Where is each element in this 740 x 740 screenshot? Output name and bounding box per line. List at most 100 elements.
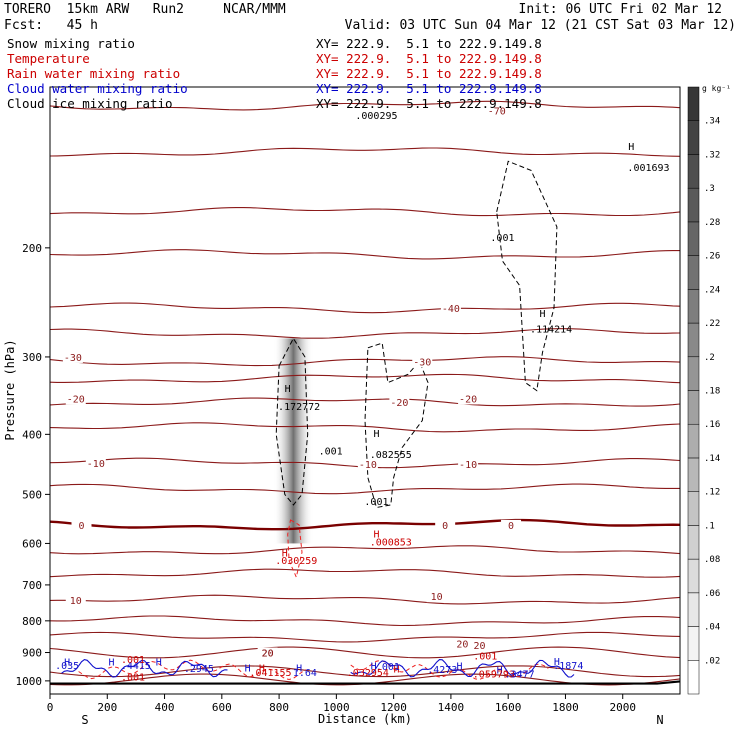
isotherm-label-bg bbox=[65, 594, 86, 606]
isotherm-line bbox=[50, 665, 680, 678]
isotherm-line bbox=[50, 373, 680, 384]
colorbar-cell bbox=[687, 423, 700, 459]
colorbar-cell bbox=[687, 322, 700, 358]
header-init-line: Init: 06 UTC Fri 02 Mar 12 bbox=[518, 2, 723, 17]
rain-contour bbox=[287, 519, 303, 579]
isotherm-label: 0 bbox=[442, 521, 448, 532]
isotherm-label: -10 bbox=[359, 460, 377, 471]
isotherm-label-bg bbox=[257, 647, 278, 659]
field-xy: XY= 222.9. 5.1 to 222.9.149.8 bbox=[316, 81, 542, 96]
axes: 0 200 400 600 800 1000 1200 1400 1600 1800 2000200… bbox=[16, 242, 636, 714]
isotherm-label: 20 bbox=[262, 649, 274, 660]
contour-annotation: .4415 bbox=[121, 661, 151, 672]
colorbar-tick-label: .14 bbox=[704, 454, 720, 464]
colorbar-tick-label: .02 bbox=[704, 656, 720, 666]
isotherm-line bbox=[50, 615, 680, 627]
y-tick-label: 1000 bbox=[16, 675, 43, 688]
isotherm-line bbox=[50, 147, 680, 157]
colorbar-cell bbox=[687, 525, 700, 560]
contour-annotation: 20 bbox=[262, 649, 274, 660]
y-tick-label: 400 bbox=[22, 428, 42, 441]
isotherm-label-bg bbox=[389, 397, 410, 409]
contour-annotation: .4273 bbox=[427, 665, 457, 676]
x-axis-label: Distance (km) bbox=[318, 712, 412, 726]
contour-annotation: .001 bbox=[121, 672, 145, 683]
header-model-line: TORERO 15km ARW Run2 NCAR/MMM bbox=[4, 2, 286, 17]
colorbar-cell bbox=[687, 390, 700, 425]
contour-annotation: H bbox=[296, 664, 302, 675]
contour-annotation: .000853 bbox=[370, 538, 412, 549]
contour-annotation: .172772 bbox=[278, 402, 320, 413]
contour-annotation: .001 bbox=[490, 233, 514, 244]
x-tick-label: 2000 bbox=[609, 701, 636, 714]
isotherm-label-bg bbox=[435, 519, 456, 531]
colorbar-cell bbox=[687, 558, 700, 594]
contour-annotation: .001 bbox=[473, 651, 497, 662]
isotherm-label: -10 bbox=[87, 459, 105, 470]
isotherm-line bbox=[50, 356, 680, 367]
colorbar-tick-label: .28 bbox=[704, 218, 720, 228]
contour-annotation: .059793 bbox=[473, 670, 515, 681]
field-name: Cloud ice mixing ratio bbox=[7, 96, 173, 111]
contour-annotation: .2945 bbox=[184, 664, 214, 675]
colorbar-cell bbox=[687, 491, 700, 526]
annotations: -70 -40 -30 -30 -20 -20 -20 -10 -10 -10 0 0 0 10 10 20 2… bbox=[55, 105, 670, 683]
colorbar-cell bbox=[687, 660, 700, 695]
isotherm-label-bg bbox=[469, 639, 490, 651]
isotherm-line bbox=[50, 568, 680, 578]
rain-contour bbox=[78, 659, 307, 681]
contour-annotation: H bbox=[373, 429, 379, 440]
isotherm-label: 0 bbox=[78, 521, 84, 532]
colorbar-tick-label: .34 bbox=[704, 117, 720, 127]
contour-annotation: H bbox=[109, 657, 115, 668]
x-tick-label: 1000 bbox=[323, 701, 350, 714]
colorbar-unit: g kg⁻¹ bbox=[702, 84, 731, 93]
isotherm-label-bg bbox=[412, 356, 433, 368]
x-tick-label: 1800 bbox=[552, 701, 579, 714]
colorbar-cell bbox=[687, 120, 700, 155]
isotherm-label: 10 bbox=[70, 596, 82, 607]
isotherm-label: 10 bbox=[431, 592, 443, 603]
isotherm-label-bg bbox=[458, 393, 479, 405]
colorbar-cell bbox=[687, 592, 700, 627]
ice-contour bbox=[364, 342, 429, 509]
x-end-label-north: N bbox=[656, 713, 663, 727]
isotherm-label-bg bbox=[65, 393, 86, 405]
isotherm-label-bg bbox=[452, 638, 473, 650]
contour-annotation: H bbox=[259, 664, 265, 675]
isotherm-line bbox=[50, 518, 680, 531]
plot-frame bbox=[49, 86, 681, 695]
contour-annotation: H bbox=[371, 662, 377, 673]
field-name: Temperature bbox=[7, 51, 90, 66]
isotherm-line bbox=[50, 545, 680, 555]
contour-annotation: H bbox=[282, 548, 288, 559]
x-tick-label: 800 bbox=[269, 701, 289, 714]
colorbar-tick-label: .08 bbox=[704, 555, 720, 565]
header-valid-line: Valid: 03 UTC Sun 04 Mar 12 (21 CST Sat … bbox=[344, 18, 736, 33]
y-tick-label: 500 bbox=[22, 488, 42, 501]
x-tick-label: 1400 bbox=[438, 701, 465, 714]
colorbar-cell bbox=[687, 457, 700, 492]
isotherm-line bbox=[50, 328, 680, 339]
colorbar-tick-label: .3 bbox=[704, 184, 715, 194]
colorbar-cell bbox=[687, 356, 700, 391]
colorbar-cell bbox=[687, 255, 700, 290]
contour-annotation: .001 bbox=[121, 655, 145, 666]
contour-annotation: .114214 bbox=[530, 325, 572, 336]
contour-annotation: .001 bbox=[376, 662, 400, 673]
x-tick-label: 1200 bbox=[380, 701, 407, 714]
isotherm-label: -30 bbox=[413, 357, 431, 368]
isotherm-label-bg bbox=[71, 519, 92, 531]
field-xy: XY= 222.9. 5.1 to 222.9.149.8 bbox=[316, 96, 542, 111]
contour-annotation: .082555 bbox=[370, 450, 412, 461]
contour-annotation: H bbox=[64, 657, 70, 668]
colorbar-tick-label: .18 bbox=[704, 387, 720, 397]
isotherm-line bbox=[50, 631, 680, 643]
isotherm-label: -30 bbox=[64, 353, 82, 364]
plot-area bbox=[50, 100, 680, 686]
contour-annotation: H bbox=[373, 529, 379, 540]
x-tick-label: 200 bbox=[97, 701, 117, 714]
isotherm-label-bg bbox=[357, 459, 378, 471]
colorbar-cell bbox=[687, 187, 700, 223]
isotherm-label: -70 bbox=[488, 106, 506, 117]
